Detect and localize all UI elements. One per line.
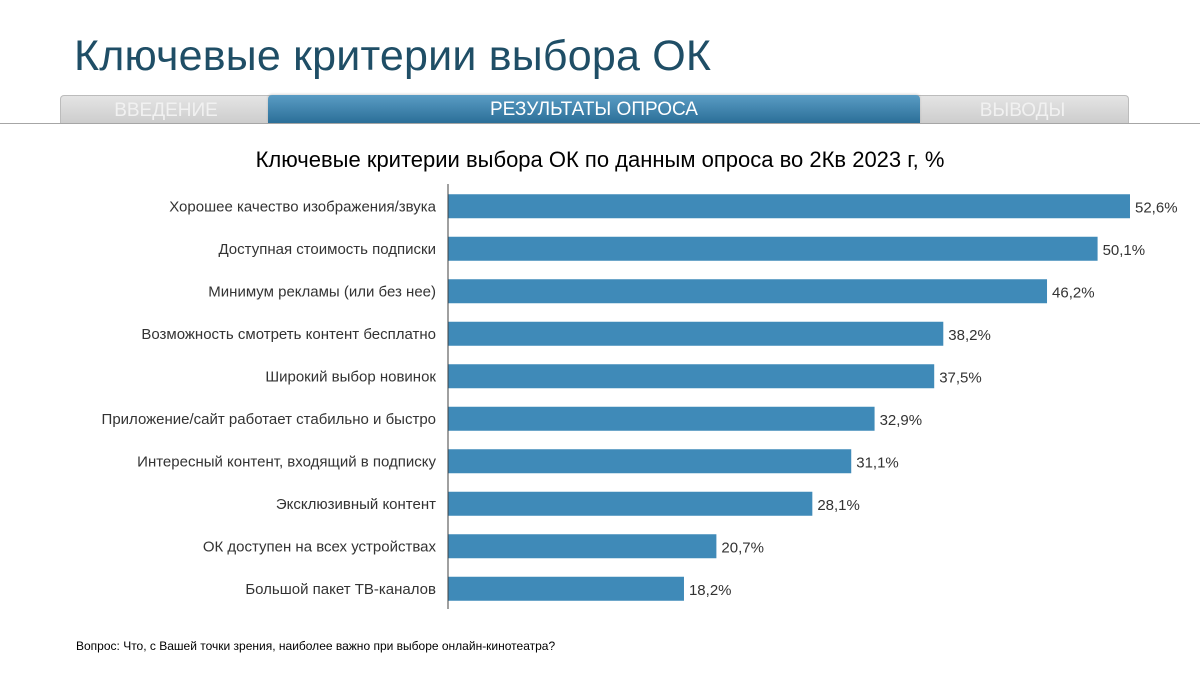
page-title: Ключевые критерии выбора ОК [74,32,712,80]
tab-introduction[interactable]: ВВЕДЕНИЕ [60,95,272,123]
value-label: 46,2% [1052,284,1095,301]
value-label: 18,2% [689,582,732,599]
bar [448,279,1048,304]
value-label: 31,1% [856,454,899,471]
category-label: Минимум рекламы (или без нее) [208,283,436,300]
category-label: ОК доступен на всех устройствах [203,538,437,555]
tab-survey-results[interactable]: РЕЗУЛЬТАТЫ ОПРОСА [268,95,920,123]
value-label: 38,2% [948,327,991,344]
bar [448,576,684,601]
category-label: Возможность смотреть контент бесплатно [141,326,436,343]
value-label: 28,1% [817,497,860,514]
bar [448,449,852,474]
chart-title: Ключевые критерии выбора ОК по данным оп… [255,147,945,172]
value-label: 20,7% [721,539,764,556]
tab-bar-divider [0,123,1200,124]
bar [448,321,944,346]
bar [448,406,875,431]
value-label: 37,5% [939,369,982,386]
bar [448,491,813,516]
category-label: Эксклюзивный контент [276,496,436,513]
category-label: Доступная стоимость подписки [218,241,436,258]
bar [448,534,717,559]
value-label: 52,6% [1135,199,1178,216]
category-label: Приложение/сайт работает стабильно и быс… [102,411,436,428]
category-label: Широкий выбор новинок [265,368,436,385]
value-label: 32,9% [880,412,923,429]
bar [448,236,1098,261]
category-label: Большой пакет ТВ-каналов [245,581,436,598]
bar [448,194,1130,219]
value-label: 50,1% [1103,242,1146,259]
bar [448,364,935,389]
tab-conclusions[interactable]: ВЫВОДЫ [916,95,1129,123]
category-label: Интересный контент, входящий в подписку [137,453,436,470]
survey-question-footnote: Вопрос: Что, с Вашей точки зрения, наибо… [76,639,556,653]
category-label: Хорошее качество изображения/звука [169,198,436,215]
